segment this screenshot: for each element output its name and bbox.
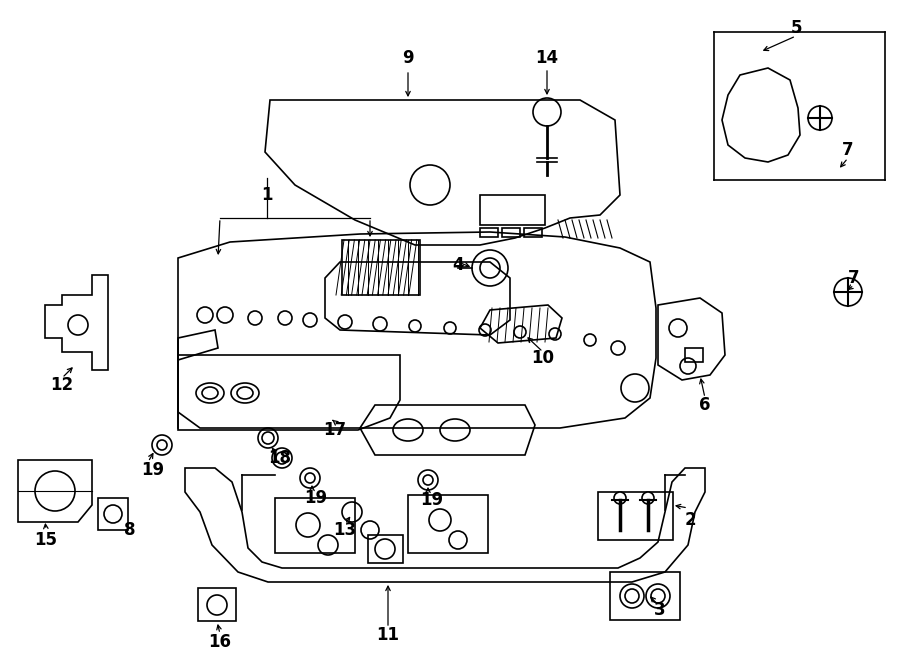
- Text: 10: 10: [532, 349, 554, 367]
- Text: 3: 3: [654, 601, 666, 619]
- Bar: [98, 498, 128, 530]
- Text: 17: 17: [323, 421, 346, 439]
- Text: 16: 16: [209, 633, 231, 651]
- Text: 9: 9: [402, 49, 414, 67]
- Text: 15: 15: [34, 531, 58, 549]
- Text: 11: 11: [376, 626, 400, 644]
- Text: 1: 1: [261, 186, 273, 204]
- Text: 13: 13: [333, 521, 356, 539]
- Bar: [368, 535, 403, 563]
- Circle shape: [614, 492, 626, 504]
- Text: 6: 6: [699, 396, 711, 414]
- Text: 4: 4: [452, 256, 464, 274]
- Text: 7: 7: [842, 141, 854, 159]
- Bar: [480, 195, 545, 225]
- Text: 12: 12: [50, 376, 74, 394]
- Bar: [502, 228, 520, 237]
- Text: 8: 8: [124, 521, 136, 539]
- Bar: [198, 588, 236, 621]
- Text: 19: 19: [304, 489, 328, 507]
- Bar: [275, 498, 355, 553]
- Text: 19: 19: [420, 491, 444, 509]
- Text: 19: 19: [141, 461, 165, 479]
- Bar: [408, 495, 488, 553]
- Text: 2: 2: [684, 511, 696, 529]
- Bar: [524, 228, 542, 237]
- Bar: [598, 492, 673, 540]
- Text: 5: 5: [790, 19, 802, 37]
- Text: 7: 7: [848, 269, 860, 287]
- Text: 14: 14: [536, 49, 559, 67]
- Bar: [610, 572, 680, 620]
- Text: 18: 18: [268, 449, 292, 467]
- Bar: [685, 348, 703, 362]
- Circle shape: [642, 492, 654, 504]
- Bar: [480, 228, 498, 237]
